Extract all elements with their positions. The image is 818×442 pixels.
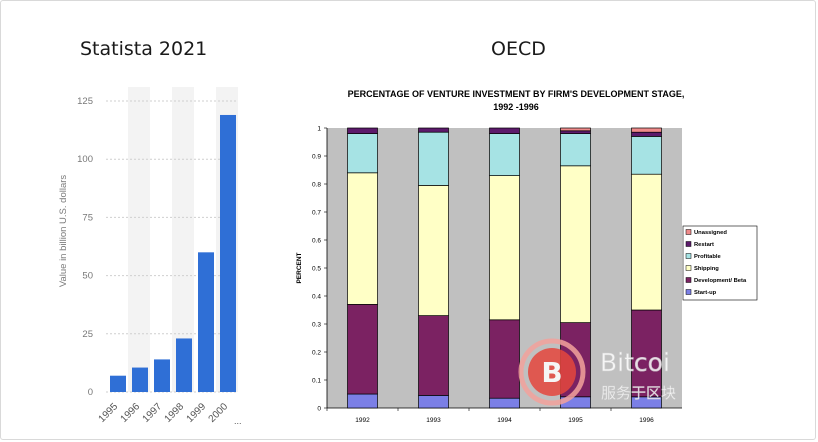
oecd-legend-swatch bbox=[685, 289, 692, 295]
oecd-y-tick-label: 0.8 bbox=[312, 182, 321, 189]
oecd-y-tick-label: 0.5 bbox=[312, 266, 321, 273]
oecd-y-tick-label: 0.9 bbox=[312, 154, 321, 161]
oecd-legend-box bbox=[682, 225, 758, 301]
oecd-segment-1993-profitable bbox=[418, 131, 449, 186]
oecd-x-tick-label: 1994 bbox=[497, 417, 512, 424]
oecd-segment-1993-shipping bbox=[418, 185, 449, 316]
statista-column-band bbox=[172, 87, 194, 392]
oecd-legend: Unassigned Restart Profitable Shipping Devel… bbox=[682, 225, 758, 301]
oecd-chart-subtitle: 1992 -1996 bbox=[493, 102, 539, 112]
oecd-legend-label: Profitable bbox=[694, 254, 722, 260]
oecd-segment-1992-shipping bbox=[347, 172, 378, 305]
oecd-x-tick-label: 1992 bbox=[355, 417, 370, 424]
statista-trailing-label: ... bbox=[234, 416, 242, 426]
oecd-y-tick-label: 0.3 bbox=[312, 322, 321, 329]
bitcoin-logo-letter: B bbox=[541, 356, 562, 389]
oecd-segment-1994-restart bbox=[489, 127, 520, 134]
statista-panel-title: Statista 2021 bbox=[80, 38, 208, 60]
statista-y-tick-label: 0 bbox=[88, 387, 93, 398]
statista-y-tick-label: 50 bbox=[82, 271, 93, 282]
statista-bar-1996 bbox=[132, 367, 148, 392]
oecd-legend-swatch bbox=[685, 253, 692, 259]
oecd-chart-title: PERCENTAGE OF VENTURE INVESTMENT BY FIRM… bbox=[348, 89, 685, 99]
oecd-segment-1995-profitable bbox=[560, 133, 591, 167]
oecd-segment-1995-unassigned bbox=[560, 127, 591, 132]
watermark-brand-text: Bitcoi bbox=[600, 348, 670, 377]
oecd-legend-label: Start-up bbox=[694, 290, 717, 296]
oecd-legend-label: Unassigned bbox=[694, 230, 727, 236]
oecd-legend-label: Shipping bbox=[694, 266, 719, 272]
oecd-legend-label: Restart bbox=[694, 242, 714, 248]
oecd-legend-swatch bbox=[685, 277, 692, 283]
oecd-legend-swatch bbox=[685, 241, 692, 247]
oecd-y-tick-label: 0.4 bbox=[312, 294, 321, 301]
bitcoin-logo-icon bbox=[518, 338, 586, 406]
oecd-y-tick-label: 0.6 bbox=[312, 238, 321, 245]
oecd-panel-title: OECD bbox=[491, 38, 546, 60]
oecd-y-tick-label: 0.1 bbox=[312, 378, 321, 385]
oecd-segment-1993-restart bbox=[418, 127, 449, 133]
oecd-segment-1994-development-beta bbox=[489, 319, 520, 399]
oecd-segment-1994-shipping bbox=[489, 175, 520, 321]
oecd-x-tick-label: 1996 bbox=[639, 417, 654, 424]
oecd-segment-1994-profitable bbox=[489, 133, 520, 176]
oecd-segment-1992-profitable bbox=[347, 133, 378, 174]
statista-y-tick-label: 75 bbox=[82, 212, 93, 223]
oecd-segment-1995-shipping bbox=[560, 165, 591, 323]
statista-bar-1998 bbox=[176, 338, 192, 392]
statista-bar-1995 bbox=[110, 375, 126, 392]
statista-bar-1997 bbox=[154, 359, 170, 392]
statista-y-axis-label: Value in billion U.S. dollars bbox=[58, 175, 69, 288]
oecd-legend-swatch bbox=[685, 265, 692, 271]
oecd-segment-1996-unassigned bbox=[631, 127, 662, 133]
oecd-legend-swatch bbox=[685, 229, 692, 235]
oecd-segment-1992-development-beta bbox=[347, 304, 378, 395]
oecd-segment-1996-profitable bbox=[631, 136, 662, 175]
oecd-x-tick-label: 1995 bbox=[568, 417, 583, 424]
statista-column-band bbox=[128, 87, 150, 392]
statista-y-tick-label: 125 bbox=[77, 96, 93, 107]
oecd-segment-1993-development-beta bbox=[418, 315, 449, 396]
statista-bar-2000 bbox=[220, 114, 236, 392]
bitcoin-logo-core bbox=[528, 348, 576, 396]
watermark-subtitle-text: 服务于区块 bbox=[601, 384, 676, 402]
oecd-legend-label: Development/ Beta bbox=[694, 278, 747, 284]
oecd-x-tick-label: 1993 bbox=[426, 417, 441, 424]
oecd-y-tick-label: 0 bbox=[317, 406, 321, 413]
oecd-segment-1992-restart bbox=[347, 127, 378, 134]
statista-bar-1999 bbox=[198, 252, 214, 392]
statista-y-tick-label: 25 bbox=[82, 329, 93, 340]
oecd-segment-1996-shipping bbox=[631, 173, 662, 311]
oecd-y-tick-label: 0.2 bbox=[312, 350, 321, 357]
oecd-y-tick-label: 0.7 bbox=[312, 210, 321, 217]
statista-y-tick-label: 100 bbox=[77, 154, 93, 165]
oecd-y-tick-label: 1 bbox=[317, 126, 321, 133]
oecd-y-axis-label: PERCENT bbox=[296, 252, 303, 283]
